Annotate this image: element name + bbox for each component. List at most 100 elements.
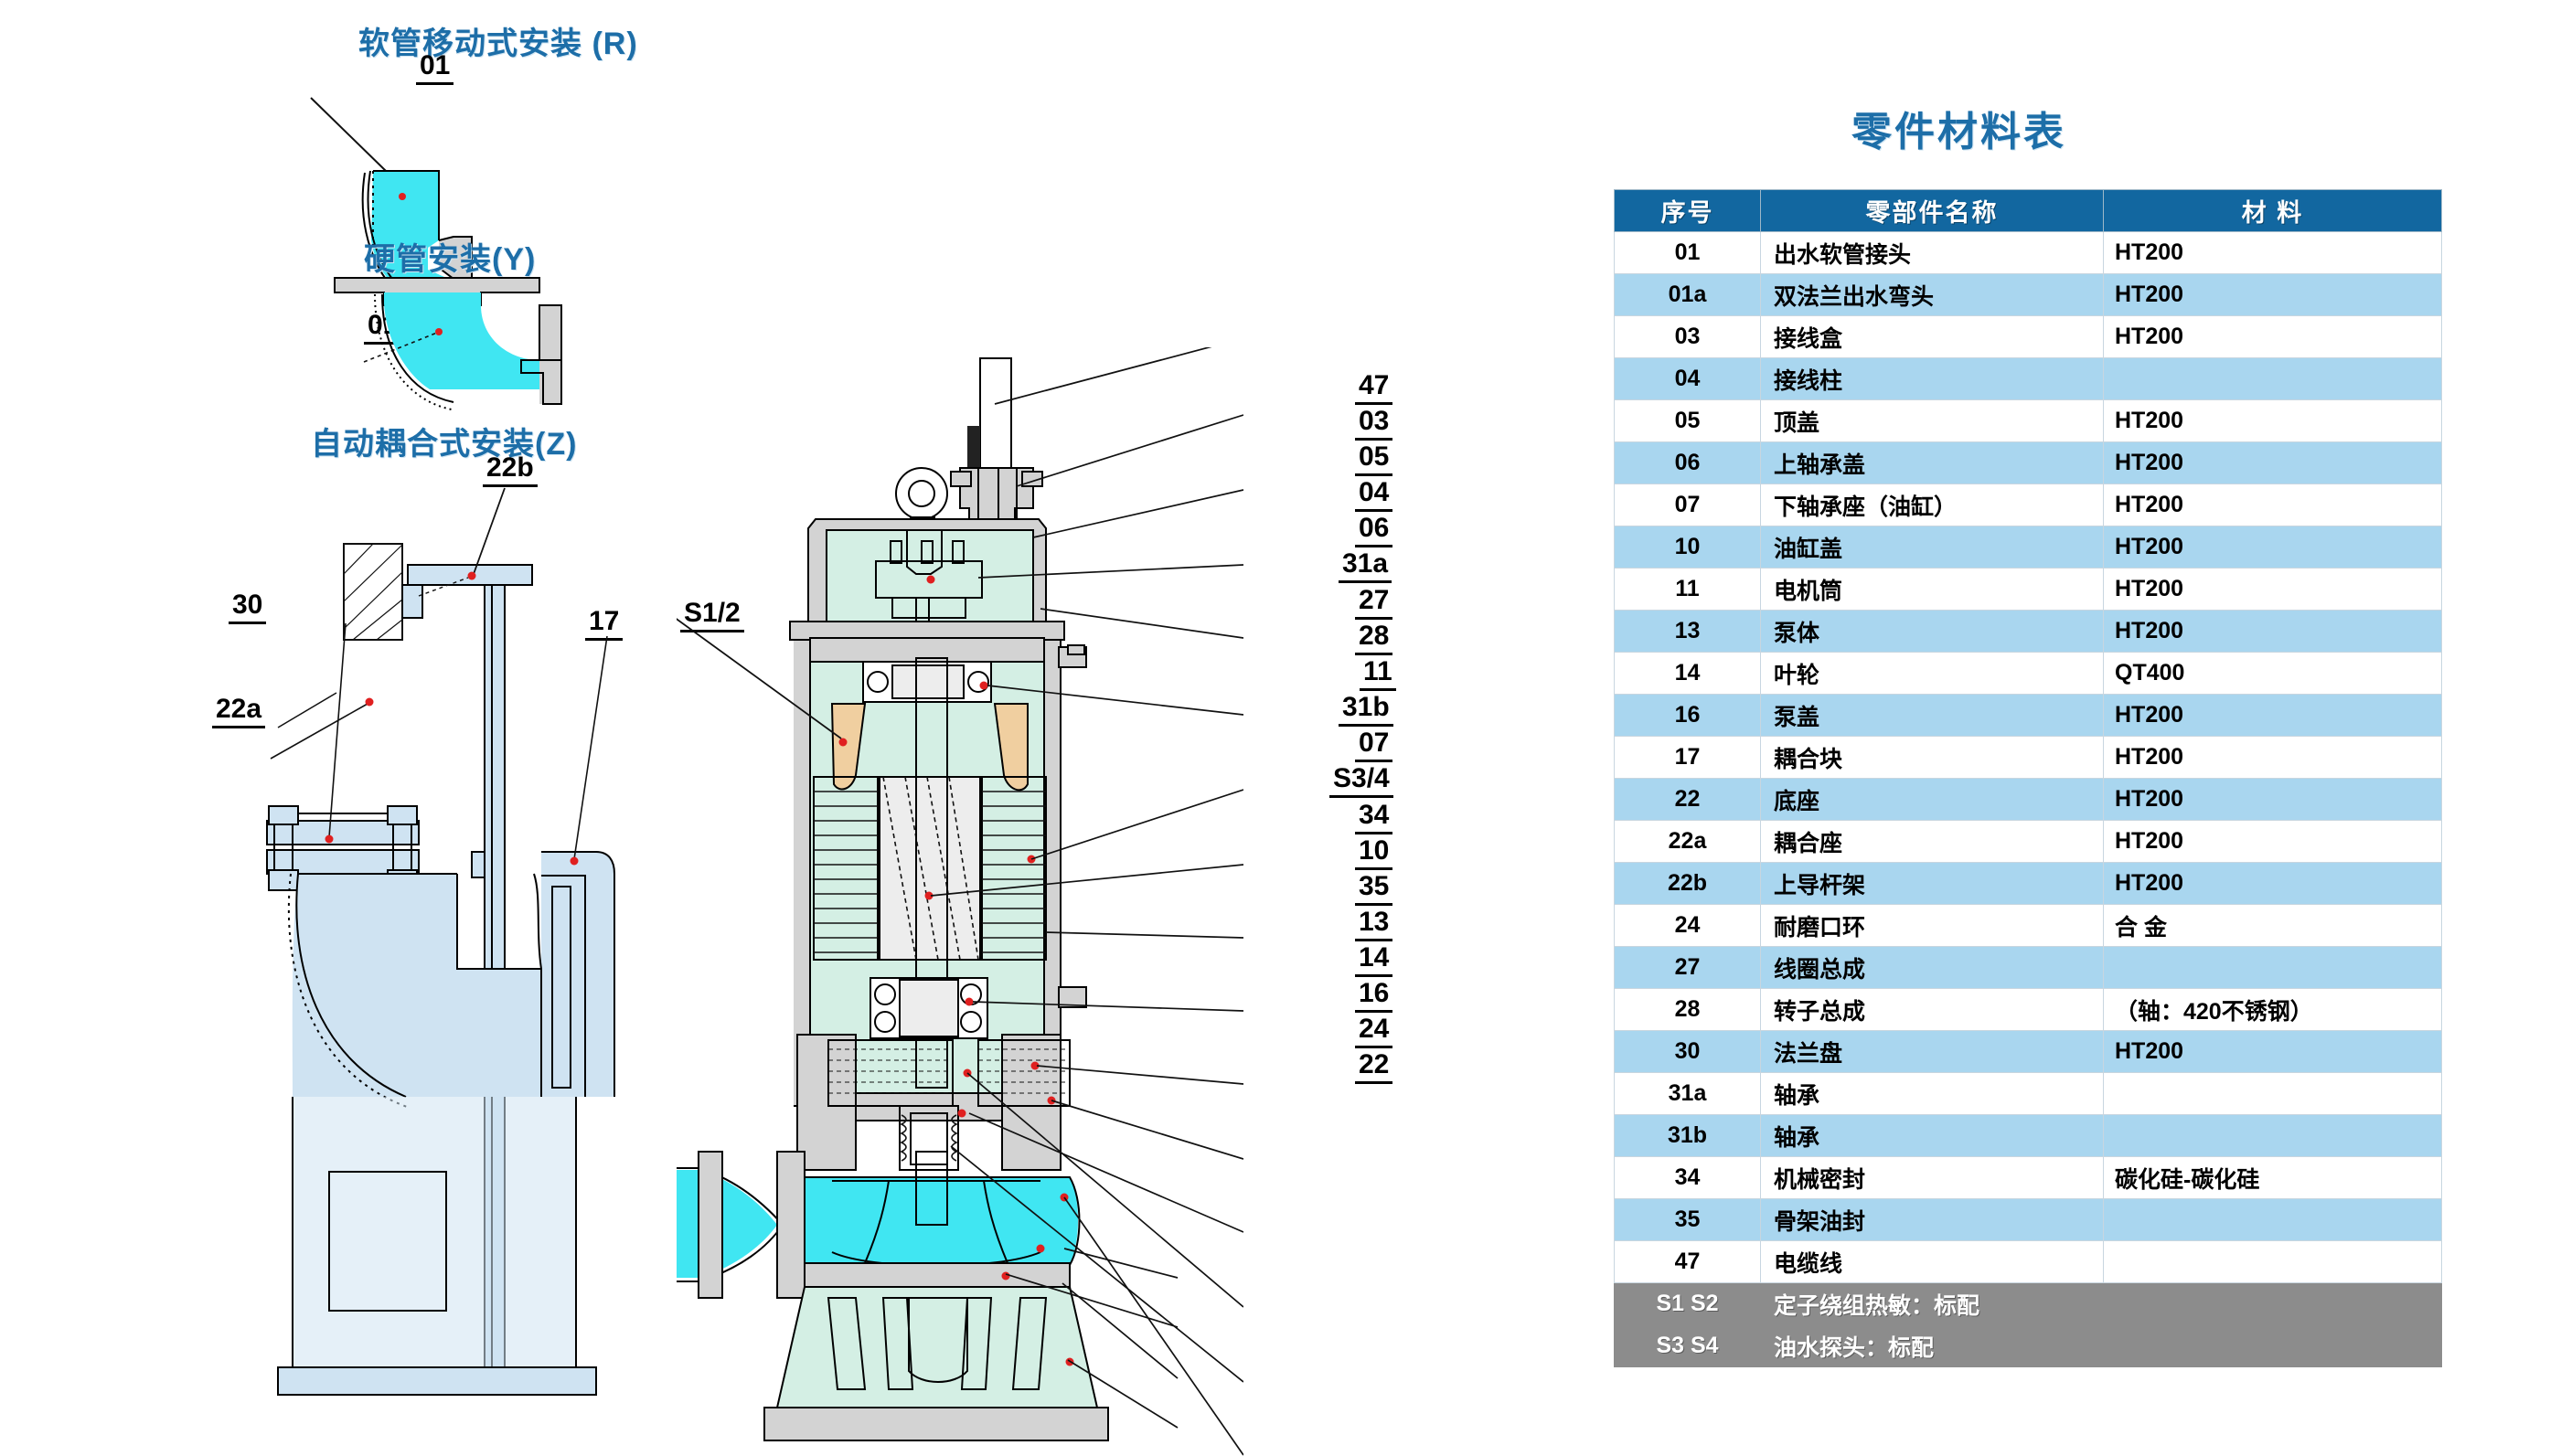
bom-cell-material: 合 金 [2103, 904, 2442, 947]
bom-cell-no: 24 [1614, 904, 1761, 947]
bom-cell-no: S1 S2 [1614, 1282, 1761, 1325]
table-row: 16 泵盖 HT200 [1614, 694, 2442, 737]
bom-cell-no: 35 [1614, 1198, 1761, 1241]
bom-cell-name: 法兰盘 [1760, 1030, 2104, 1073]
bom-cell-material: HT200 [2103, 778, 2442, 821]
table-row: 06 上轴承盖 HT200 [1614, 441, 2442, 484]
bom-cell-material: HT200 [2103, 273, 2442, 316]
bom-cell-material [2103, 1240, 2442, 1283]
bom-cell-material: HT200 [2103, 315, 2442, 358]
bom-cell-material: HT200 [2103, 736, 2442, 779]
bom-cell-material [2103, 1114, 2442, 1157]
table-row: 01a 双法兰出水弯头 HT200 [1614, 273, 2442, 316]
bom-cell-no: 13 [1614, 610, 1761, 653]
callout-main-22: 22 [1355, 1050, 1393, 1084]
bom-cell-no: 22a [1614, 820, 1761, 863]
callout-main-47: 47 [1355, 371, 1393, 405]
callout-main-06: 06 [1355, 514, 1393, 547]
bom-cell-no: 06 [1614, 441, 1761, 484]
callout-hose-01: 01 [416, 51, 454, 85]
table-row: 13 泵体 HT200 [1614, 610, 2442, 653]
bom-cell-name: 接线盒 [1760, 315, 2104, 358]
bom-cell-no: 22b [1614, 862, 1761, 905]
bom-cell-name: 底座 [1760, 778, 2104, 821]
bom-cell-material: QT400 [2103, 652, 2442, 695]
bom-cell-material: HT200 [2103, 484, 2442, 526]
callout-main-s34: S3/4 [1329, 764, 1393, 798]
table-row: 22a 耦合座 HT200 [1614, 820, 2442, 863]
bom-cell-no: 31a [1614, 1072, 1761, 1115]
bom-cell-material [2103, 946, 2442, 989]
section-title-hose: 软管移动式安装 (R) [358, 27, 638, 61]
callout-main-03: 03 [1355, 407, 1393, 441]
table-row: 34 机械密封 碳化硅-碳化硅 [1614, 1156, 2442, 1199]
bom-cell-no: 10 [1614, 526, 1761, 569]
table-row: 17 耦合块 HT200 [1614, 736, 2442, 779]
table-row: S3 S4 油水探头：标配 [1614, 1324, 2442, 1367]
bom-cell-no: 31b [1614, 1114, 1761, 1157]
auto-coupling-drawing [266, 487, 615, 1396]
bom-cell-material: HT200 [2103, 399, 2442, 442]
bom-cell-no: 27 [1614, 946, 1761, 989]
bom-header-name: 零部件名称 [1760, 189, 2104, 232]
table-row: 07 下轴承座（油缸） HT200 [1614, 484, 2442, 526]
table-row: 05 顶盖 HT200 [1614, 399, 2442, 442]
bom-cell-no: 17 [1614, 736, 1761, 779]
callout-autocoup-22b: 22b [483, 453, 538, 487]
bom-cell-name: 顶盖 [1760, 399, 2104, 442]
main-pump-cross-section [677, 347, 1243, 1456]
bom-header-material: 材 料 [2103, 189, 2442, 232]
bom-cell-no: 07 [1614, 484, 1761, 526]
callout-main-28: 28 [1355, 622, 1393, 655]
bom-cell-name: 耐磨口环 [1760, 904, 2104, 947]
bom-cell-no: 34 [1614, 1156, 1761, 1199]
bom-title: 零件材料表 [1851, 110, 2066, 154]
table-row: 04 接线柱 [1614, 357, 2442, 400]
table-row: 22b 上导杆架 HT200 [1614, 862, 2442, 905]
callout-main-05: 05 [1355, 442, 1393, 476]
callout-main-31a: 31a [1339, 549, 1392, 583]
bom-cell-name: 电缆线 [1760, 1240, 2104, 1283]
bom-cell-no: 01 [1614, 231, 1761, 274]
bom-cell-no: 01a [1614, 273, 1761, 316]
bom-cell-name: 轴承 [1760, 1114, 2104, 1157]
callout-main-31b: 31b [1339, 693, 1393, 727]
callout-main-s12: S1/2 [680, 599, 744, 632]
bom-cell-no: 04 [1614, 357, 1761, 400]
callout-main-34: 34 [1355, 801, 1393, 834]
callout-main-35: 35 [1355, 872, 1393, 906]
table-row: 30 法兰盘 HT200 [1614, 1030, 2442, 1073]
table-row: S1 S2 定子绕组热敏：标配 [1614, 1282, 2442, 1325]
bom-cell-no: 16 [1614, 694, 1761, 737]
bom-cell-material: HT200 [2103, 1030, 2442, 1073]
bom-cell-name: 电机筒 [1760, 568, 2104, 611]
callout-main-07: 07 [1355, 728, 1393, 762]
bom-cell-material: 碳化硅-碳化硅 [2103, 1156, 2442, 1199]
bom-cell-name: 转子总成 [1760, 988, 2104, 1031]
callout-main-16: 16 [1355, 979, 1393, 1013]
bom-cell-name: 机械密封 [1760, 1156, 2104, 1199]
bom-cell-no: 28 [1614, 988, 1761, 1031]
callout-main-11: 11 [1360, 657, 1396, 691]
bom-cell-name: 耦合块 [1760, 736, 2104, 779]
bom-cell-material: HT200 [2103, 862, 2442, 905]
table-row: 35 骨架油封 [1614, 1198, 2442, 1241]
bom-cell-name: 叶轮 [1760, 652, 2104, 695]
bom-cell-material [2103, 1324, 2442, 1367]
bom-table: 序号 零部件名称 材 料 01 出水软管接头 HT200 01a 双法兰出水弯头 HT20… [1614, 189, 2442, 1367]
bom-cell-name: 油缸盖 [1760, 526, 2104, 569]
bom-cell-material: （轴：420不锈钢） [2103, 988, 2442, 1031]
table-row: 24 耐磨口环合 金 [1614, 904, 2442, 947]
callout-main-24: 24 [1355, 1015, 1393, 1048]
bom-cell-name: 油水探头：标配 [1760, 1324, 2104, 1367]
bom-cell-material: HT200 [2103, 441, 2442, 484]
bom-cell-material [2103, 1198, 2442, 1241]
bom-cell-name: 定子绕组热敏：标配 [1760, 1282, 2104, 1325]
callout-autocoup-30: 30 [229, 590, 267, 624]
bom-cell-no: 47 [1614, 1240, 1761, 1283]
table-row: 31b 轴承 [1614, 1114, 2442, 1157]
bom-cell-name: 轴承 [1760, 1072, 2104, 1115]
callout-main-04: 04 [1355, 478, 1393, 512]
bom-header-no: 序号 [1614, 189, 1761, 232]
bom-cell-name: 接线柱 [1760, 357, 2104, 400]
